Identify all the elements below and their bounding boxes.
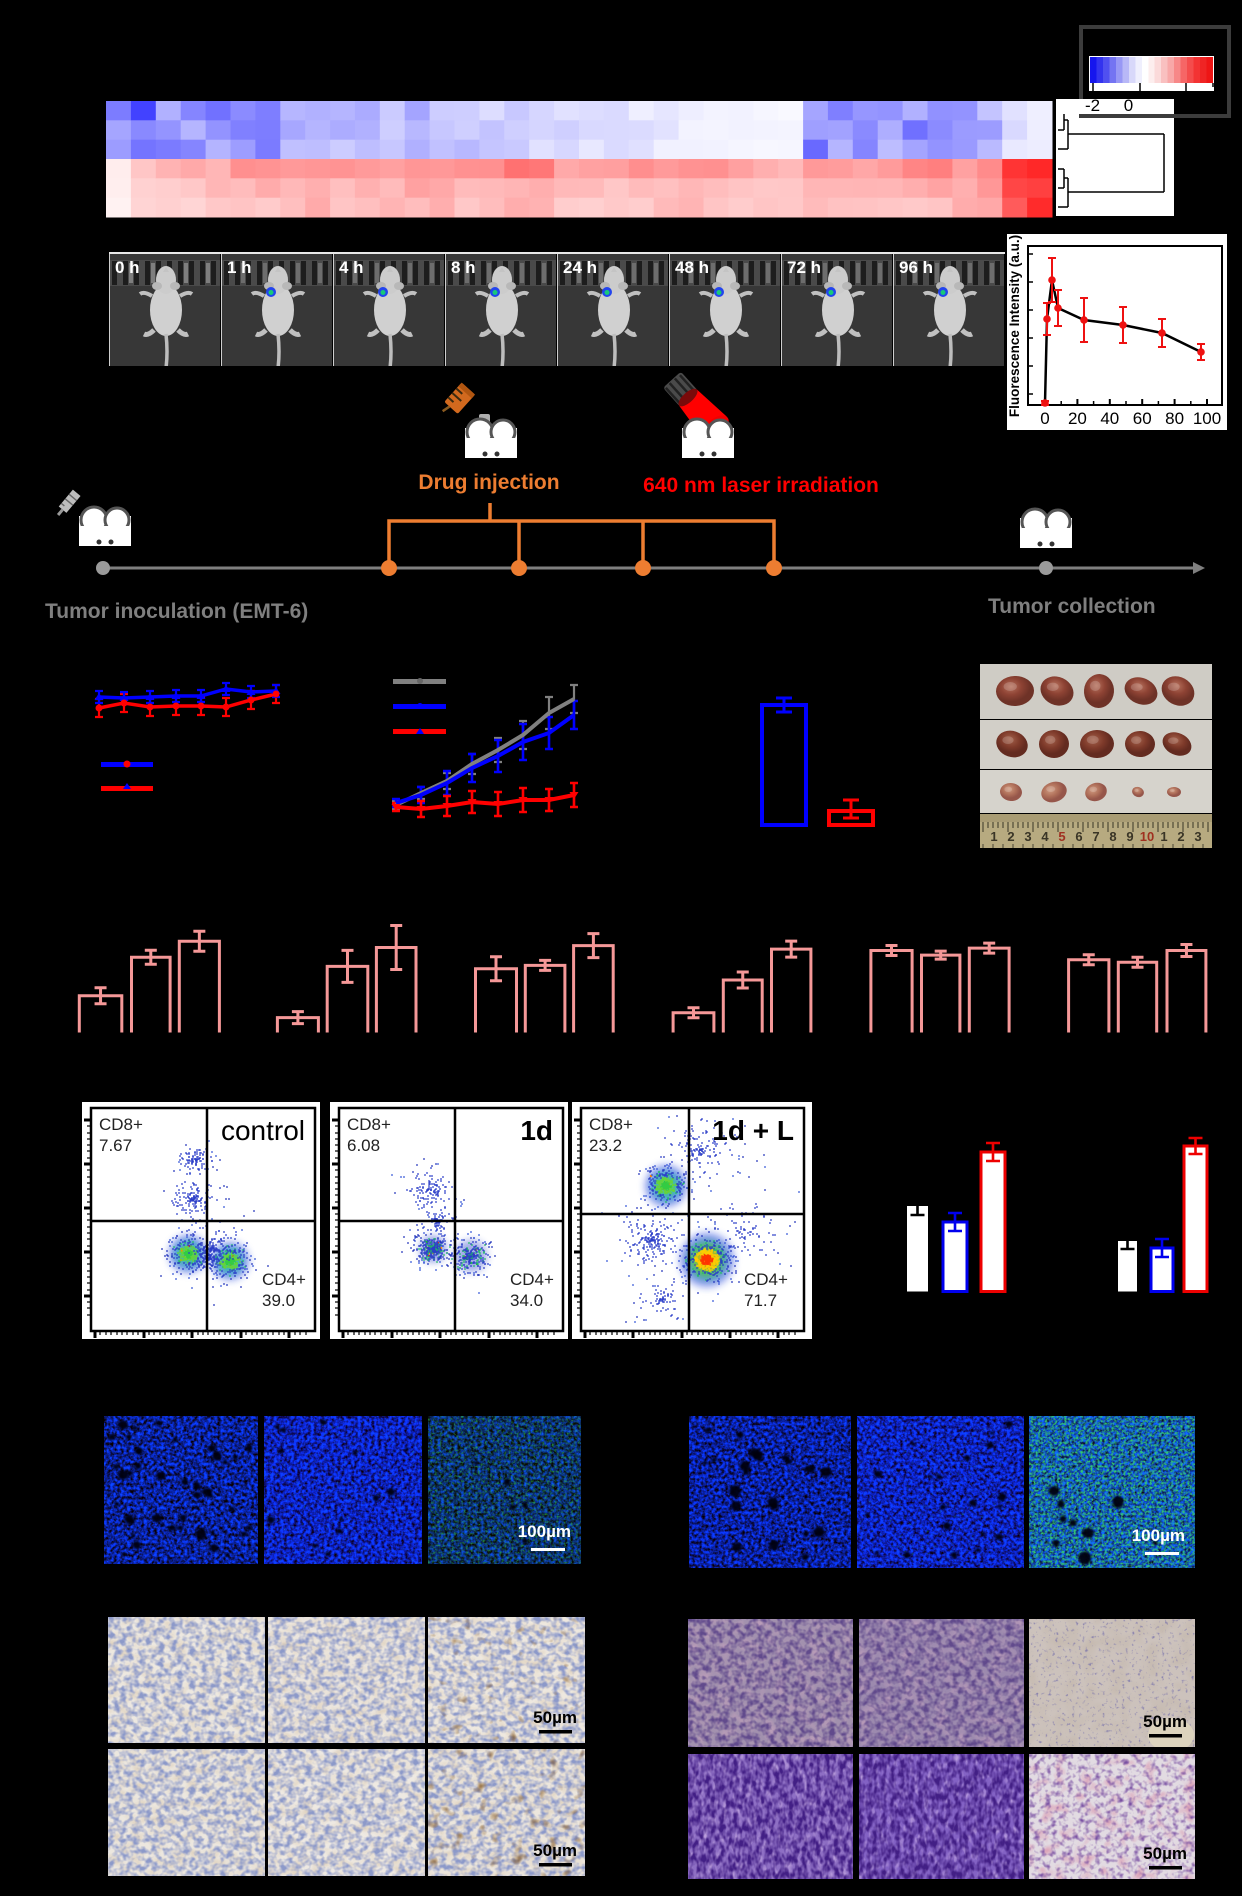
svg-text:100: 100 [1193, 409, 1221, 428]
svg-text:2: 2 [1177, 829, 1184, 844]
svg-text:Tumor inoculation (EMT-6): Tumor inoculation (EMT-6) [45, 600, 308, 623]
svg-text:6.08: 6.08 [347, 1136, 380, 1155]
svg-text:50µm: 50µm [533, 1841, 577, 1860]
svg-text:34.0: 34.0 [510, 1291, 543, 1310]
svg-text:39.0: 39.0 [262, 1291, 295, 1310]
svg-text:3: 3 [1024, 829, 1031, 844]
svg-text:CD8+: CD8+ [99, 1115, 143, 1134]
svg-text:control: control [221, 1115, 305, 1146]
svg-text:1: 1 [990, 829, 997, 844]
svg-text:100µm: 100µm [518, 1522, 571, 1541]
svg-text:CD8+: CD8+ [347, 1115, 391, 1134]
svg-text:50µm: 50µm [1143, 1712, 1187, 1731]
svg-text:Tumor collection: Tumor collection [988, 595, 1156, 618]
svg-text:10: 10 [1140, 829, 1154, 844]
svg-text:7.67: 7.67 [99, 1136, 132, 1155]
svg-text:1d: 1d [520, 1115, 553, 1146]
svg-text:2: 2 [1007, 829, 1014, 844]
svg-text:80: 80 [1165, 409, 1184, 428]
svg-text:3: 3 [1194, 829, 1201, 844]
svg-text:Fluorescence Intensity (a.u.): Fluorescence Intensity (a.u.) [1007, 235, 1022, 417]
svg-text:4: 4 [1041, 829, 1049, 844]
svg-text:40: 40 [1100, 409, 1119, 428]
svg-text:50µm: 50µm [533, 1708, 577, 1727]
svg-text:5: 5 [1058, 829, 1065, 844]
svg-text:Drug injection: Drug injection [418, 471, 559, 494]
svg-text:CD4+: CD4+ [510, 1270, 554, 1289]
svg-text:8: 8 [1109, 829, 1116, 844]
svg-text:CD4+: CD4+ [262, 1270, 306, 1289]
svg-text:50µm: 50µm [1143, 1844, 1187, 1863]
svg-text:20: 20 [1068, 409, 1087, 428]
svg-text:9: 9 [1126, 829, 1133, 844]
svg-text:6: 6 [1075, 829, 1082, 844]
svg-text:60: 60 [1133, 409, 1152, 428]
svg-text:100µm: 100µm [1132, 1526, 1185, 1545]
svg-text:640 nm laser irradiation: 640 nm laser irradiation [643, 474, 879, 497]
svg-text:7: 7 [1092, 829, 1099, 844]
svg-text:0: 0 [1040, 409, 1049, 428]
svg-text:1: 1 [1160, 829, 1167, 844]
